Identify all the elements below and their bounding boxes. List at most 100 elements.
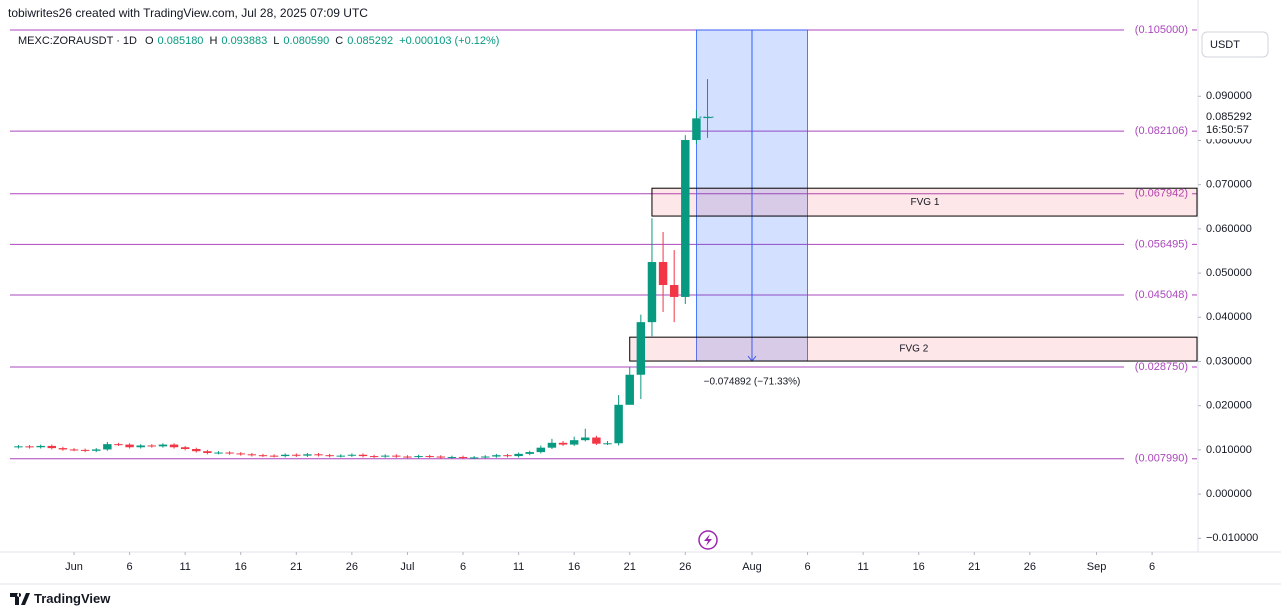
ohlc-key: H xyxy=(209,35,218,47)
candle-body xyxy=(25,446,34,448)
x-tick-label: 11 xyxy=(513,561,524,573)
y-tick-label: 0.050000 xyxy=(1206,267,1252,279)
candle-body xyxy=(458,456,468,458)
price-label-bg xyxy=(1200,109,1262,140)
candle-body xyxy=(292,454,301,456)
candle-body xyxy=(147,445,157,447)
candle-body xyxy=(369,456,379,458)
fvg-zone xyxy=(651,187,1198,217)
candle-body xyxy=(581,437,590,441)
candle-body xyxy=(14,446,23,448)
candle-body xyxy=(592,437,601,444)
candle-body xyxy=(547,442,557,448)
level-label: (0.045048) xyxy=(1135,289,1188,301)
candle-body xyxy=(481,456,490,458)
candle-body xyxy=(69,449,79,451)
ohlc-value: 0.080590 xyxy=(283,35,330,47)
level-label: (0.007990) xyxy=(1135,453,1188,465)
symbol-legend: MEXC:ZORAUSDT · 1D O 0.085180 H 0.093883 L 0.… xyxy=(18,35,501,47)
y-tick-label: 0.020000 xyxy=(1206,400,1252,412)
candle-body xyxy=(358,454,368,457)
candle-body xyxy=(380,455,390,457)
candle-body xyxy=(347,454,357,456)
symbol: MEXC:ZORAUSDT · 1D xyxy=(18,35,137,47)
candle-body xyxy=(392,455,401,457)
candle-body xyxy=(536,447,546,453)
candle-body xyxy=(258,455,268,457)
candle-body xyxy=(169,444,179,448)
x-tick-label: 6 xyxy=(460,561,466,573)
candle-body xyxy=(414,456,423,458)
candle-body xyxy=(314,454,323,456)
candle-body xyxy=(658,262,668,286)
x-tick-label: 11 xyxy=(857,561,868,573)
candle-body xyxy=(647,262,657,323)
candle-body xyxy=(514,453,523,457)
x-tick-label: 21 xyxy=(624,561,636,573)
x-tick-label: Jul xyxy=(400,561,414,573)
fvg-label: FVG 1 xyxy=(911,197,940,208)
y-tick-label: 0.070000 xyxy=(1206,179,1252,191)
candle-body xyxy=(492,455,501,457)
countdown: 16:50:57 xyxy=(1206,124,1249,136)
ohlc-key: O xyxy=(144,35,154,47)
candle-body xyxy=(303,454,312,456)
candle-body xyxy=(436,456,446,458)
ohlc-value: 0.085292 xyxy=(347,35,394,47)
level-label: (0.105000) xyxy=(1135,24,1188,36)
candle-body xyxy=(47,445,57,449)
x-tick-label: 6 xyxy=(1149,561,1155,573)
projection-label: −0.074892 (−71.33%) xyxy=(704,377,801,388)
candle-body xyxy=(80,449,90,451)
candle-body xyxy=(558,442,568,445)
x-tick-label: 16 xyxy=(568,561,580,573)
candle-body xyxy=(203,451,212,453)
candle-body xyxy=(247,454,257,456)
candle-body xyxy=(425,456,434,458)
x-tick-label: Sep xyxy=(1087,561,1107,573)
level-label: (0.067942) xyxy=(1135,188,1188,200)
y-tick-label: 0.030000 xyxy=(1206,355,1252,367)
currency-box[interactable] xyxy=(1201,31,1269,58)
x-tick-label: 26 xyxy=(679,561,691,573)
level-label: (0.082106) xyxy=(1135,125,1188,137)
x-tick-label: 6 xyxy=(804,561,810,573)
candle-body xyxy=(103,444,112,450)
candle-body xyxy=(525,452,534,454)
candle-body xyxy=(469,457,479,459)
level-label: (0.028750) xyxy=(1135,361,1188,373)
x-tick-label: 26 xyxy=(346,561,358,573)
attribution: tobiwrites26 created with TradingView.co… xyxy=(8,6,368,20)
x-tick-label: 6 xyxy=(127,561,133,573)
candle-body xyxy=(225,452,234,454)
candle-body xyxy=(214,452,223,454)
candle-body xyxy=(636,322,646,375)
candle-body xyxy=(280,454,290,457)
y-tick-label: 0.000000 xyxy=(1206,488,1252,500)
change: +0.000103 (+0.12%) xyxy=(399,35,500,47)
candle-body xyxy=(136,445,145,448)
candle-body xyxy=(269,455,279,457)
candle-body xyxy=(36,445,45,448)
lightning-icon[interactable] xyxy=(698,530,718,550)
y-tick-label: −0.010000 xyxy=(1206,532,1258,544)
x-tick-label: Jun xyxy=(65,561,83,573)
x-tick-label: 26 xyxy=(1024,561,1036,573)
candle-body xyxy=(114,444,123,446)
candle-body xyxy=(336,455,345,457)
candle-body xyxy=(569,440,579,445)
candle-body xyxy=(158,444,168,447)
candle-body xyxy=(447,456,457,458)
y-tick-label: 0.040000 xyxy=(1206,311,1252,323)
x-tick-label: 21 xyxy=(968,561,980,573)
y-tick-label: 0.090000 xyxy=(1206,90,1252,102)
brand: TradingView xyxy=(34,591,111,606)
candle-body xyxy=(325,455,334,457)
fvg-zone xyxy=(629,336,1198,362)
x-tick-label: 21 xyxy=(290,561,302,573)
candle-body xyxy=(125,444,134,448)
x-tick-label: 16 xyxy=(235,561,247,573)
x-tick-label: Aug xyxy=(742,561,762,573)
